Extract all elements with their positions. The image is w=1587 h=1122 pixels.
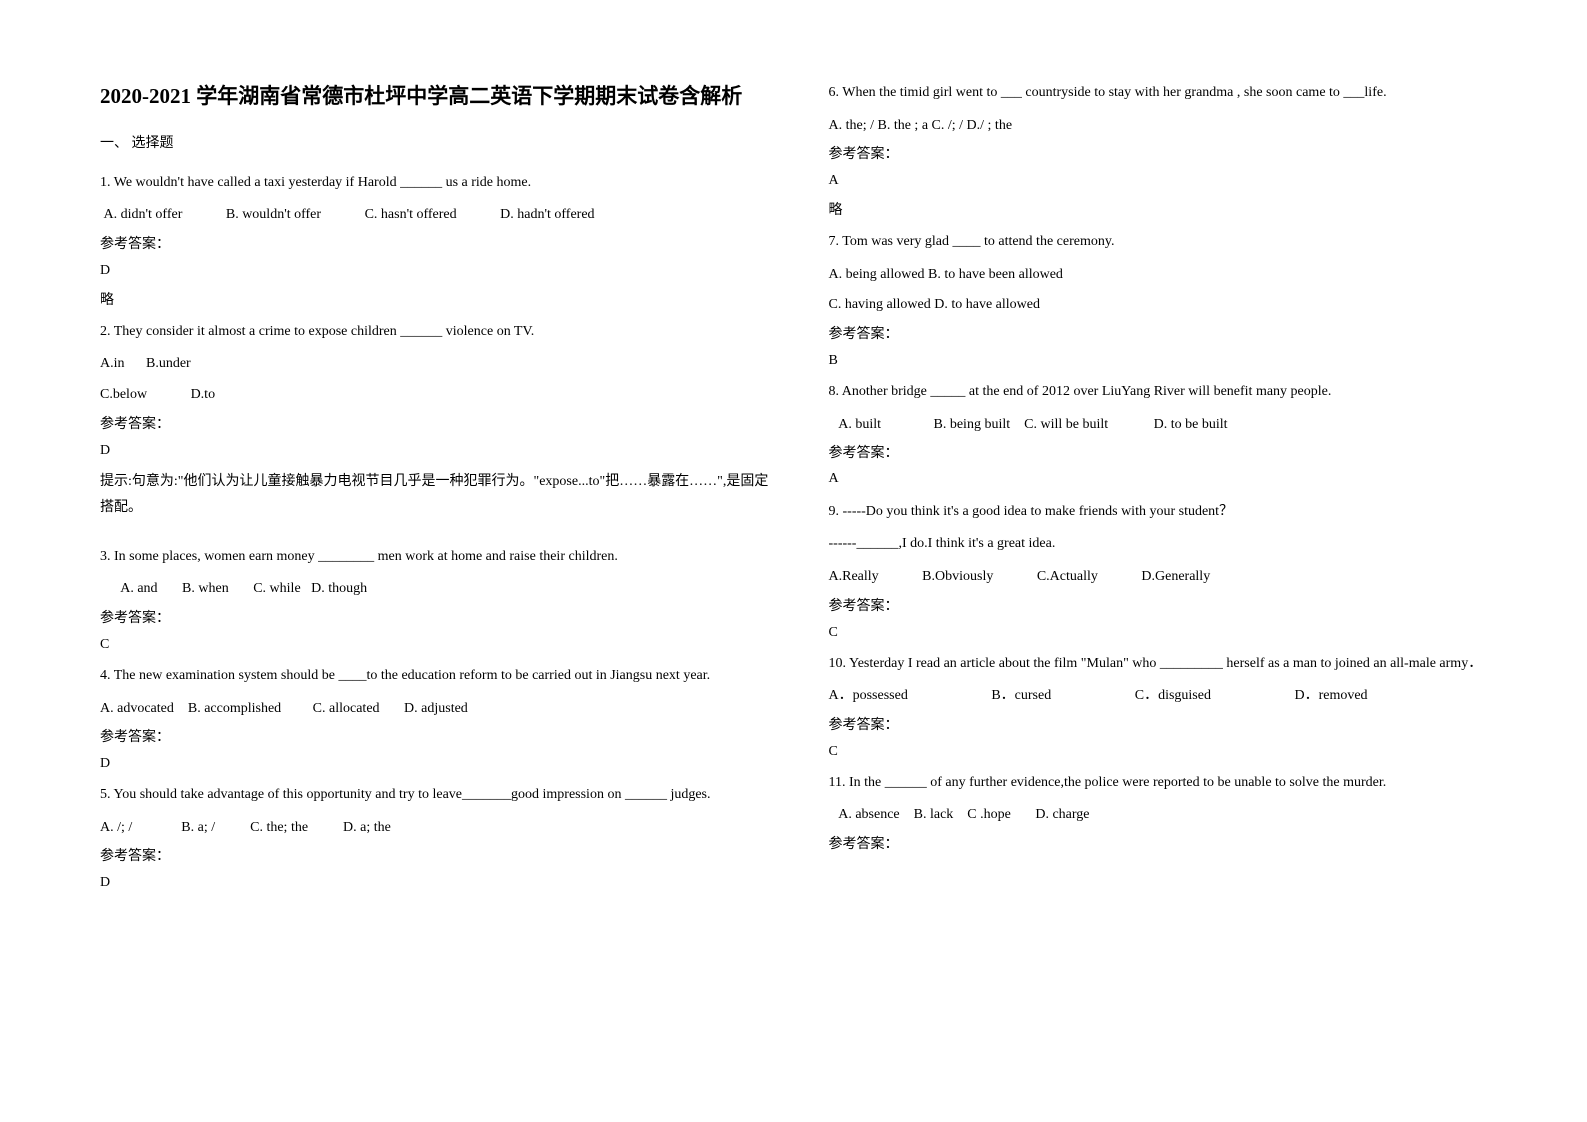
question-3-options: A. and B. when C. while D. though (100, 576, 769, 603)
answer-label: 参考答案： (100, 726, 769, 746)
q1-opt-d: D. hadn't offered (500, 207, 594, 222)
q2-opt-a: A.in (100, 351, 125, 378)
q5-answer: D (100, 875, 769, 891)
question-9-text-1: 9. -----Do you think it's a good idea to… (829, 499, 1498, 526)
question-2-text: 2. They consider it almost a crime to ex… (100, 319, 769, 346)
q2-explanation: 提示:句意为:"他们认为让儿童接触暴力电视节目几乎是一种犯罪行为。"expose… (100, 469, 769, 522)
answer-label: 参考答案： (829, 833, 1498, 853)
question-10-options: A．possessed B．cursed C．disguised D．remov… (829, 683, 1498, 710)
question-5-text: 5. You should take advantage of this opp… (100, 782, 769, 809)
answer-label: 参考答案： (829, 595, 1498, 615)
question-9-options: A.Really B.Obviously C.Actually D.Genera… (829, 564, 1498, 591)
q10-opt-c: C．disguised (1135, 683, 1211, 710)
q10-opt-b: B．cursed (991, 683, 1051, 710)
q1-opt-c: C. hasn't offered (365, 202, 457, 229)
question-11-options: A. absence B. lack C .hope D. charge (829, 802, 1498, 829)
q6-note: 略 (829, 199, 1498, 219)
q9-opt-a: A.Really (829, 564, 879, 591)
answer-label: 参考答案： (100, 607, 769, 627)
question-8-text: 8. Another bridge _____ at the end of 20… (829, 379, 1498, 406)
q2-opt-c: C.below (100, 382, 147, 409)
q8-answer: A (829, 466, 1498, 493)
question-7-options-1: A. being allowed B. to have been allowed (829, 262, 1498, 289)
q1-note: 略 (100, 289, 769, 309)
q1-opt-b: B. wouldn't offer (226, 202, 321, 229)
answer-label: 参考答案： (829, 323, 1498, 343)
exam-page: 2020-2021 学年湖南省常德市杜坪中学高二英语下学期期末试卷含解析 一、 … (0, 0, 1587, 941)
answer-label: 参考答案： (100, 413, 769, 433)
question-4-text: 4. The new examination system should be … (100, 663, 769, 690)
question-1-options: A. didn't offer B. wouldn't offer C. has… (100, 202, 769, 229)
q9-answer: C (829, 625, 1498, 641)
question-7-options-2: C. having allowed D. to have allowed (829, 292, 1498, 319)
q9-opt-b: B.Obviously (922, 564, 993, 591)
question-3-text: 3. In some places, women earn money ____… (100, 544, 769, 571)
question-2-options-1: A.in B.under (100, 351, 769, 378)
q3-answer: C (100, 637, 769, 653)
q6-answer: A (829, 173, 1498, 189)
q2-opt-b: B.under (146, 356, 191, 371)
q10-opt-a: A．possessed (829, 683, 908, 710)
answer-label: 参考答案： (829, 714, 1498, 734)
question-8-options: A. built B. being built C. will be built… (829, 412, 1498, 439)
q10-opt-d: D．removed (1294, 688, 1367, 703)
q2-opt-d: D.to (191, 387, 216, 402)
question-10-text: 10. Yesterday I read an article about th… (829, 651, 1498, 678)
answer-label: 参考答案： (829, 143, 1498, 163)
q1-opt-a: A. didn't offer (104, 202, 183, 229)
question-4-options: A. advocated B. accomplished C. allocate… (100, 696, 769, 723)
question-9-text-2: ------______,I do.I think it's a great i… (829, 531, 1498, 558)
question-1-text: 1. We wouldn't have called a taxi yester… (100, 170, 769, 197)
q9-opt-d: D.Generally (1141, 569, 1210, 584)
question-6-options: A. the; / B. the ; a C. /; / D./ ; the (829, 113, 1498, 140)
answer-label: 参考答案： (100, 233, 769, 253)
exam-title: 2020-2021 学年湖南省常德市杜坪中学高二英语下学期期末试卷含解析 (100, 80, 769, 114)
question-11-text: 11. In the ______ of any further evidenc… (829, 770, 1498, 797)
question-2-options-2: C.below D.to (100, 382, 769, 409)
answer-label: 参考答案： (829, 442, 1498, 462)
q1-answer: D (100, 263, 769, 279)
question-5-options: A. /; / B. a; / C. the; the D. a; the (100, 815, 769, 842)
answer-label: 参考答案： (100, 845, 769, 865)
q10-answer: C (829, 744, 1498, 760)
question-6-text: 6. When the timid girl went to ___ count… (829, 80, 1498, 107)
right-column: 6. When the timid girl went to ___ count… (829, 80, 1498, 901)
section-1-heading: 一、 选择题 (100, 132, 769, 152)
q9-opt-c: C.Actually (1037, 564, 1098, 591)
question-7-text: 7. Tom was very glad ____ to attend the … (829, 229, 1498, 256)
q4-answer: D (100, 756, 769, 772)
q7-answer: B (829, 353, 1498, 369)
q2-answer: D (100, 443, 769, 459)
left-column: 2020-2021 学年湖南省常德市杜坪中学高二英语下学期期末试卷含解析 一、 … (100, 80, 769, 901)
